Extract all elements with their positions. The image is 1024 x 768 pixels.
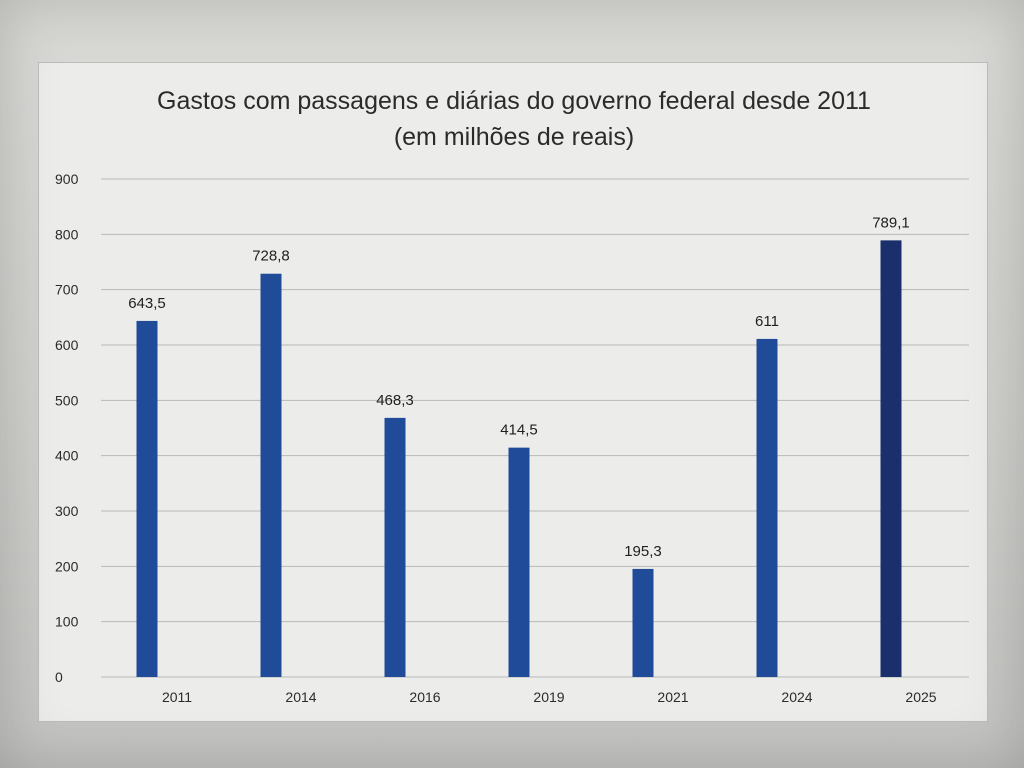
- y-tick-label: 400: [55, 448, 79, 464]
- bar: [136, 320, 158, 677]
- x-tick-label: 2016: [409, 689, 440, 705]
- data-label: 414,5: [500, 422, 538, 439]
- x-tick-label: 2025: [905, 689, 936, 705]
- data-label: 195,3: [624, 543, 662, 560]
- bar: [880, 240, 902, 677]
- bar: [384, 417, 406, 677]
- y-tick-label: 200: [55, 558, 79, 574]
- y-tick-label: 300: [55, 503, 79, 519]
- data-label: 611: [755, 313, 779, 330]
- x-tick-label: 2024: [781, 689, 812, 705]
- chart-title: Gastos com passagens e diárias do govern…: [157, 87, 871, 115]
- data-label: 789,1: [872, 214, 910, 231]
- bar: [756, 338, 778, 677]
- chart-frame: Gastos com passagens e diárias do govern…: [38, 62, 988, 722]
- y-tick-label: 900: [55, 171, 79, 187]
- x-tick-label: 2014: [285, 689, 316, 705]
- bar: [632, 568, 654, 677]
- bar-chart-plot: 0 100 200 300 400 500 600 700 800 900 643,5 2011 728…: [55, 171, 969, 705]
- data-label: 643,5: [128, 295, 166, 312]
- y-tick-label: 600: [55, 337, 79, 353]
- x-tick-label: 2011: [162, 689, 192, 705]
- y-tick-label: 700: [55, 282, 79, 298]
- data-label: 468,3: [376, 392, 414, 409]
- chart-subtitle: (em milhões de reais): [393, 123, 635, 151]
- y-tick-label: 0: [55, 669, 63, 685]
- y-tick-label: 100: [55, 614, 79, 630]
- data-label: 728,8: [252, 248, 290, 265]
- x-tick-label: 2021: [657, 689, 688, 705]
- bar: [260, 273, 282, 677]
- chart-title-block: Gastos com passagens e diárias do govern…: [39, 83, 989, 155]
- x-tick-label: 2019: [533, 689, 564, 705]
- y-tick-label: 800: [55, 226, 79, 242]
- y-tick-label: 500: [55, 392, 79, 408]
- bar: [508, 447, 530, 677]
